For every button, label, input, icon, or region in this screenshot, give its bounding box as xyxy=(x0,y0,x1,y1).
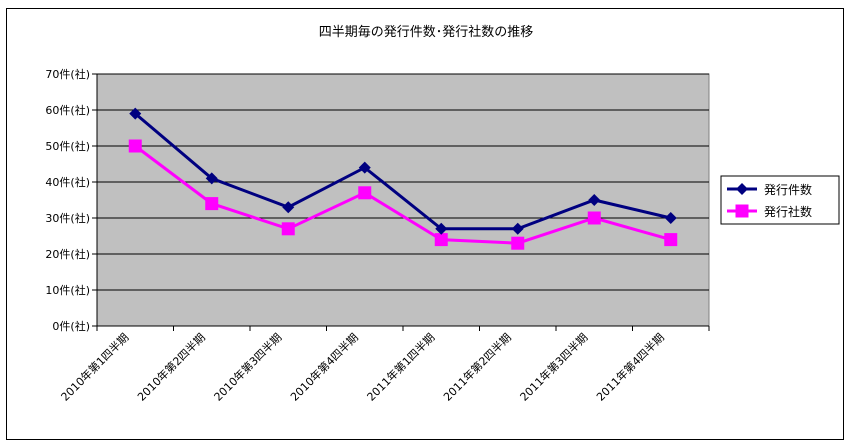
y-tick-label: 30件(社) xyxy=(45,211,90,225)
series-point xyxy=(358,186,372,200)
series-point xyxy=(434,233,448,247)
y-tick-label: 0件(社) xyxy=(52,319,90,333)
x-category-label: 2011年第4四半期 xyxy=(593,330,667,404)
series-point xyxy=(511,236,525,250)
series-point xyxy=(205,197,219,211)
series-line xyxy=(134,112,672,231)
series-point xyxy=(587,211,601,225)
legend-entry-label: 発行社数 xyxy=(764,204,812,219)
series-point xyxy=(511,222,524,235)
y-tick-label: 10件(社) xyxy=(45,283,90,297)
series-point xyxy=(588,194,601,206)
x-category-label: 2010年第4四半期 xyxy=(287,330,361,404)
series-point xyxy=(281,222,295,236)
x-category-label: 2010年第1四半期 xyxy=(58,330,132,404)
series-point xyxy=(664,212,677,224)
chart-title: 四半期毎の発行件数･発行社数の推移 xyxy=(318,25,534,40)
series-point xyxy=(435,222,448,235)
series-point xyxy=(735,204,749,218)
y-tick-label: 40件(社) xyxy=(45,175,90,189)
y-tick-label: 50件(社) xyxy=(45,139,90,153)
series-point xyxy=(128,139,142,153)
x-category-label: 2010年第2四半期 xyxy=(134,330,208,404)
x-category-label: 2011年第3四半期 xyxy=(517,330,591,404)
y-tick-label: 60件(社) xyxy=(45,103,90,117)
series-point xyxy=(358,161,371,174)
y-tick-label: 20件(社) xyxy=(45,247,90,261)
series-point xyxy=(282,201,295,214)
series-point xyxy=(129,107,142,120)
plot-area: 0件(社) 10件(社) 20件(社) 30件(社) 40件(社) 50件(社) 60件(社… xyxy=(45,67,710,404)
chart-svg: 0件(社) 10件(社) 20件(社) 30件(社) 40件(社) 50件(社) 60件(社… xyxy=(45,67,840,404)
series-line xyxy=(134,144,672,245)
legend-entry-label: 発行件数 xyxy=(764,182,812,197)
chart-frame: 四半期毎の発行件数･発行社数の推移 0件(社) 10件(社) 20件(社) 30件(社… xyxy=(6,8,844,440)
series-point xyxy=(664,233,678,247)
y-tick-label: 70件(社) xyxy=(45,67,90,81)
x-category-label: 2011年第2四半期 xyxy=(440,330,514,404)
x-category-label: 2010年第3四半期 xyxy=(211,330,285,404)
x-category-label: 2011年第1四半期 xyxy=(364,330,438,404)
series-point xyxy=(736,183,748,195)
series-point xyxy=(205,172,218,185)
